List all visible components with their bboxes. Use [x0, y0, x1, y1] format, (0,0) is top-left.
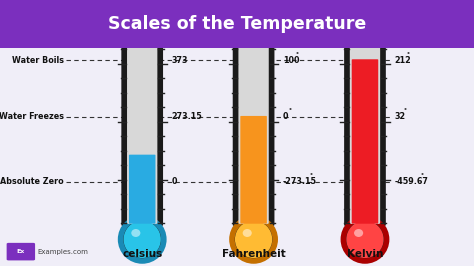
Text: Water Boils: Water Boils [12, 56, 64, 65]
Text: 212: 212 [394, 56, 411, 65]
FancyBboxPatch shape [121, 30, 163, 226]
Ellipse shape [131, 229, 140, 237]
Ellipse shape [119, 217, 165, 262]
Text: Absolute Zero: Absolute Zero [0, 177, 64, 186]
FancyBboxPatch shape [352, 59, 378, 224]
Text: 0: 0 [172, 177, 177, 186]
Text: celsius: celsius [122, 249, 162, 259]
Ellipse shape [354, 229, 363, 237]
Text: 373: 373 [172, 56, 188, 65]
FancyBboxPatch shape [238, 34, 269, 224]
Ellipse shape [231, 217, 276, 262]
FancyBboxPatch shape [7, 243, 35, 260]
Text: Scales of the Temperature: Scales of the Temperature [108, 15, 366, 33]
Text: °: ° [289, 108, 292, 113]
Ellipse shape [346, 221, 383, 258]
FancyBboxPatch shape [129, 155, 155, 224]
Ellipse shape [124, 221, 161, 258]
Ellipse shape [342, 217, 388, 262]
Text: 32: 32 [394, 112, 405, 121]
Text: Fahrenheit: Fahrenheit [222, 249, 285, 259]
Text: Water Freezes: Water Freezes [0, 112, 64, 121]
Text: Kelvin: Kelvin [347, 249, 383, 259]
FancyBboxPatch shape [240, 116, 267, 224]
FancyBboxPatch shape [344, 30, 386, 226]
Text: °: ° [296, 52, 299, 57]
Text: -459.67: -459.67 [394, 177, 428, 186]
Ellipse shape [235, 221, 272, 258]
FancyBboxPatch shape [233, 30, 274, 226]
FancyBboxPatch shape [127, 34, 157, 224]
Text: °: ° [407, 52, 410, 57]
Text: °: ° [309, 173, 312, 178]
Text: °: ° [403, 108, 407, 113]
Text: Ex: Ex [17, 249, 25, 254]
FancyBboxPatch shape [350, 34, 380, 224]
Text: °: ° [420, 173, 424, 178]
Text: 100: 100 [283, 56, 300, 65]
Ellipse shape [243, 229, 252, 237]
Text: -273.15: -273.15 [283, 177, 317, 186]
Text: 0: 0 [283, 112, 289, 121]
Text: Examples.com: Examples.com [37, 249, 88, 255]
Text: 273.15: 273.15 [172, 112, 202, 121]
FancyBboxPatch shape [0, 0, 474, 48]
